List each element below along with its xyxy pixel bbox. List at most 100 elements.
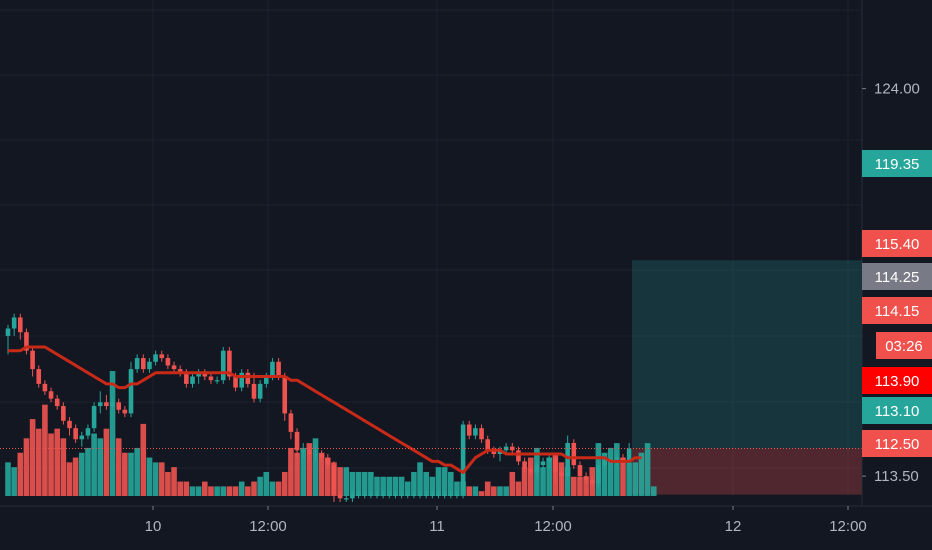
volume-bar bbox=[392, 476, 399, 496]
price-tag-label: 114.25 bbox=[875, 269, 920, 286]
candle-body bbox=[626, 448, 632, 462]
volume-bar bbox=[85, 447, 91, 496]
volume-bar bbox=[614, 443, 620, 496]
candle-body bbox=[497, 450, 503, 455]
volume-bar bbox=[527, 457, 534, 496]
volume-bar bbox=[607, 447, 614, 496]
candle-body bbox=[220, 350, 226, 381]
candle-body bbox=[356, 494, 361, 496]
price-tag-label: 112.50 bbox=[875, 436, 920, 453]
candle-body bbox=[190, 376, 195, 384]
volume-bar bbox=[429, 476, 436, 496]
volume-bar bbox=[23, 438, 30, 496]
candle-body bbox=[171, 365, 177, 370]
price-tag-label: 113.10 bbox=[875, 403, 920, 420]
volume-bar bbox=[448, 471, 454, 496]
candle-body bbox=[116, 402, 121, 410]
candle-body bbox=[454, 494, 460, 496]
price-tags: 119.35 115.40 114.25 114.15 03:26 113.90 113.1… bbox=[862, 150, 932, 457]
volume-bar bbox=[281, 471, 288, 496]
volume-bar bbox=[158, 462, 165, 496]
candle-body bbox=[5, 328, 11, 336]
volume-bar bbox=[263, 471, 270, 496]
time-axis[interactable]: 10 12:00 11 12:00 12 12:00 bbox=[0, 505, 932, 535]
candle-body bbox=[36, 369, 42, 384]
position-box[interactable] bbox=[632, 260, 862, 495]
candle-body bbox=[147, 361, 152, 370]
volume-bar bbox=[11, 467, 17, 496]
candle-body bbox=[491, 450, 497, 455]
volume-bar bbox=[318, 452, 325, 496]
volume-bar bbox=[478, 491, 485, 496]
volume-bar bbox=[60, 438, 67, 496]
price-tag-box bbox=[862, 263, 932, 290]
volume-bar bbox=[386, 476, 393, 496]
candle-body bbox=[362, 494, 367, 496]
candle-body bbox=[307, 450, 312, 455]
candle-body bbox=[128, 369, 134, 414]
candle-body bbox=[264, 376, 269, 384]
volume-bar bbox=[349, 471, 356, 496]
volume-bar bbox=[583, 476, 589, 496]
candle-body bbox=[325, 457, 331, 466]
volume-bar bbox=[269, 481, 276, 496]
candle-body bbox=[110, 402, 115, 407]
position-profit-zone bbox=[632, 260, 862, 449]
candle-body bbox=[300, 450, 306, 452]
moving-average-line bbox=[8, 345, 642, 474]
volume-bar bbox=[521, 467, 528, 496]
candle-body bbox=[61, 406, 66, 421]
volume-bar bbox=[128, 452, 134, 496]
time-axis-label: 11 bbox=[429, 518, 445, 535]
volume-bar bbox=[343, 467, 350, 496]
candle-body bbox=[368, 494, 374, 496]
candle-body bbox=[393, 494, 398, 496]
candle-body bbox=[571, 442, 577, 466]
candle-body bbox=[91, 406, 97, 429]
candle-body bbox=[380, 494, 386, 496]
candle-body bbox=[534, 465, 540, 473]
volume-bar bbox=[140, 423, 147, 496]
volume-bar bbox=[454, 481, 460, 496]
volume-bar bbox=[484, 481, 491, 496]
volume-bar bbox=[232, 486, 239, 496]
candle-body bbox=[122, 409, 128, 414]
volume-bar bbox=[17, 452, 24, 496]
volume-bar bbox=[72, 457, 79, 496]
candle-body bbox=[288, 413, 294, 432]
volume-bar bbox=[571, 476, 577, 496]
volume-bar bbox=[220, 486, 227, 496]
volume-bar bbox=[152, 462, 159, 496]
candle-body bbox=[331, 465, 337, 495]
price-tag-label: 113.90 bbox=[875, 373, 920, 390]
candle-body bbox=[620, 457, 626, 462]
volume-bar bbox=[48, 433, 54, 496]
price-tag-box bbox=[876, 332, 932, 359]
volume-bar bbox=[503, 486, 509, 496]
volume-bar bbox=[189, 486, 196, 496]
candle-body bbox=[602, 461, 607, 466]
candle-body bbox=[399, 494, 404, 496]
volume-bar bbox=[214, 486, 220, 496]
candle-body bbox=[276, 361, 281, 377]
volume-bar bbox=[644, 443, 651, 496]
candle-body bbox=[270, 361, 275, 377]
volume-bar bbox=[337, 467, 343, 496]
volume-bar bbox=[398, 476, 405, 496]
time-axis-label: 12:00 bbox=[534, 518, 572, 535]
candle-body bbox=[583, 476, 589, 480]
candle-body bbox=[430, 494, 435, 496]
candle-body bbox=[614, 457, 620, 462]
volume-bar bbox=[491, 486, 497, 496]
position-loss-zone bbox=[632, 448, 862, 495]
time-axis-label: 12:00 bbox=[829, 518, 867, 535]
volume-bar bbox=[288, 447, 294, 496]
volume-bar bbox=[5, 462, 11, 496]
volume-bar bbox=[171, 467, 177, 496]
volume-bar bbox=[177, 481, 183, 496]
candle-body bbox=[184, 372, 189, 384]
price-tag-label: 115.40 bbox=[875, 236, 920, 253]
time-axis-label: 12 bbox=[725, 518, 742, 535]
candle-body bbox=[589, 479, 595, 484]
